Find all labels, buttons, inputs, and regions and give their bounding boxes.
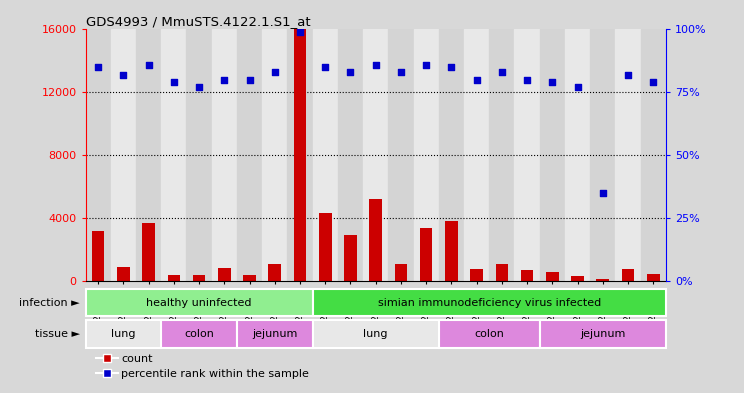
Point (571, 84, 583, 90)
Bar (546, 272, 559, 281)
Bar (218, 268, 231, 281)
Bar (193, 275, 205, 281)
Text: lung: lung (364, 329, 388, 339)
Point (622, 72, 634, 78)
Bar (167, 275, 180, 281)
Bar (294, 29, 307, 281)
Bar (319, 213, 332, 281)
Bar (142, 223, 155, 281)
Bar (92, 231, 104, 281)
Bar (344, 235, 357, 281)
Point (446, 64, 458, 70)
Text: colon: colon (475, 329, 504, 339)
Text: colon: colon (185, 329, 214, 339)
Bar (338, 29, 363, 281)
Point (193, 84, 205, 90)
Bar (269, 264, 281, 281)
Bar (117, 267, 129, 281)
Bar (370, 199, 382, 281)
Bar (312, 289, 666, 316)
Point (243, 77, 255, 83)
Bar (565, 29, 590, 281)
Bar (262, 29, 287, 281)
Bar (597, 279, 609, 281)
Bar (237, 320, 312, 348)
Point (597, 190, 609, 196)
Bar (615, 29, 641, 281)
Bar (86, 320, 161, 348)
Bar (287, 29, 312, 281)
Bar (622, 269, 635, 281)
Bar (161, 29, 187, 281)
Point (647, 79, 659, 85)
Text: GDS4993 / MmuSTS.4122.1.S1_at: GDS4993 / MmuSTS.4122.1.S1_at (86, 15, 310, 28)
Bar (571, 276, 584, 281)
Point (118, 72, 129, 78)
Bar (539, 29, 565, 281)
Point (521, 77, 533, 83)
Bar (414, 29, 439, 281)
Bar (312, 29, 338, 281)
Text: simian immunodeficiency virus infected: simian immunodeficiency virus infected (378, 298, 601, 308)
Bar (136, 29, 161, 281)
Bar (161, 320, 237, 348)
Bar (363, 29, 388, 281)
Point (344, 69, 356, 75)
Bar (515, 29, 539, 281)
Text: infection ►: infection ► (19, 298, 80, 308)
Bar (445, 221, 458, 281)
Text: jejunum: jejunum (252, 329, 298, 339)
Bar (647, 274, 660, 281)
Bar (641, 29, 666, 281)
Text: healthy uninfected: healthy uninfected (147, 298, 252, 308)
Bar (420, 228, 432, 281)
Bar (86, 289, 312, 316)
Bar (539, 320, 666, 348)
Bar (237, 29, 262, 281)
Bar (439, 320, 539, 348)
Bar (187, 29, 212, 281)
Point (294, 29, 306, 35)
Bar (312, 320, 439, 348)
Point (496, 69, 508, 75)
Bar (464, 29, 490, 281)
Text: tissue ►: tissue ► (35, 329, 80, 339)
Bar (490, 29, 515, 281)
Text: jejunum: jejunum (580, 329, 626, 339)
Bar (243, 275, 256, 281)
Point (219, 77, 231, 83)
Text: lung: lung (111, 329, 135, 339)
Point (420, 62, 432, 68)
Point (168, 79, 180, 85)
Bar (388, 29, 414, 281)
Point (269, 69, 280, 75)
Legend: count, percentile rank within the sample: count, percentile rank within the sample (91, 349, 313, 384)
Point (319, 64, 331, 70)
Bar (521, 270, 533, 281)
Point (395, 69, 407, 75)
Bar (590, 29, 615, 281)
Bar (212, 29, 237, 281)
Point (92, 64, 104, 70)
Bar (86, 29, 111, 281)
Point (143, 62, 155, 68)
Bar (496, 264, 508, 281)
Point (471, 77, 483, 83)
Bar (394, 264, 407, 281)
Point (546, 79, 558, 85)
Bar (470, 269, 483, 281)
Point (370, 62, 382, 68)
Bar (439, 29, 464, 281)
Bar (111, 29, 136, 281)
